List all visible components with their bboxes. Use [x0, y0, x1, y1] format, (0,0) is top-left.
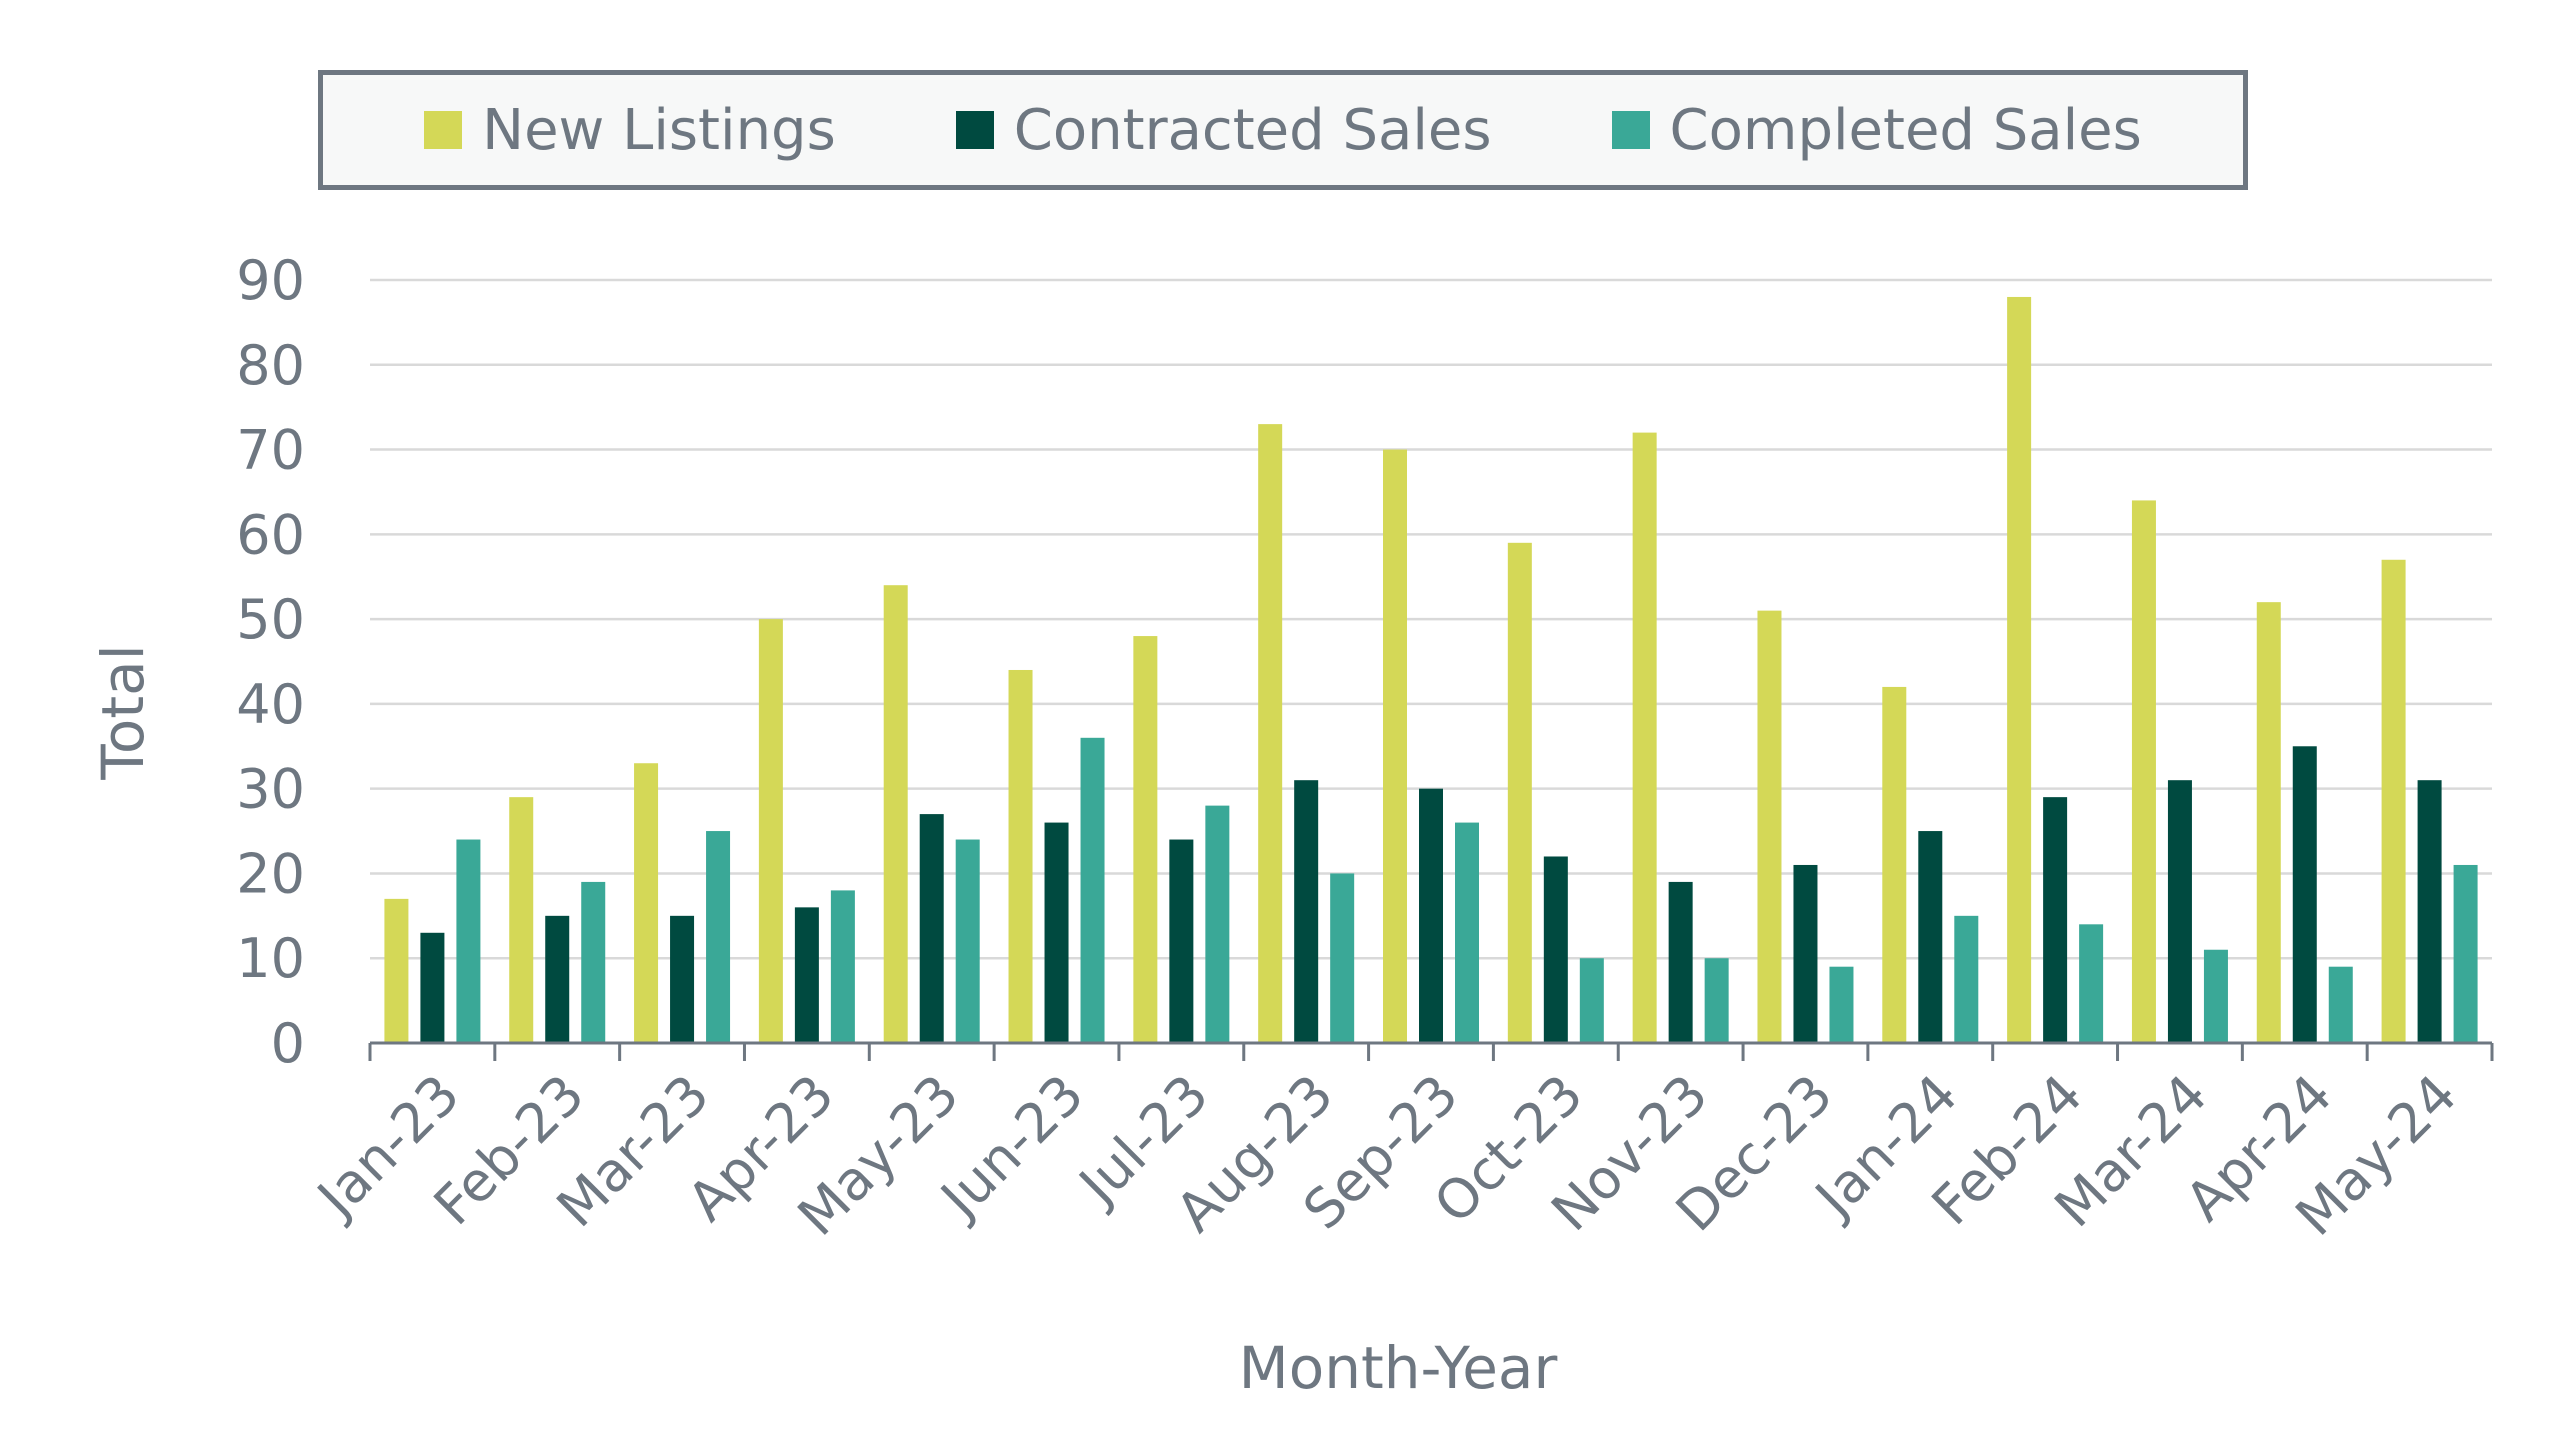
bar-contracted-sales	[1918, 831, 1943, 1043]
bar-new-listings	[1008, 669, 1033, 1043]
bar-completed-sales	[2203, 949, 2228, 1043]
bar-new-listings	[384, 898, 409, 1043]
bar-new-listings	[1383, 449, 1407, 1043]
bar-completed-sales	[1080, 737, 1105, 1043]
bar-new-listings	[1632, 432, 1657, 1044]
bar-new-listings	[2131, 500, 2156, 1043]
y-tick-label: 50	[236, 588, 305, 651]
bar-completed-sales	[955, 839, 980, 1043]
bar-contracted-sales	[1668, 881, 1693, 1043]
bar-completed-sales	[581, 881, 606, 1043]
legend-label-new-listings: New Listings	[482, 97, 836, 163]
bar-contracted-sales	[2043, 797, 2068, 1043]
chart-legend: New Listings Contracted Sales Completed …	[318, 70, 2248, 190]
bar-new-listings	[1882, 686, 1907, 1043]
y-tick-label: 90	[236, 249, 305, 312]
bar-new-listings	[1507, 542, 1532, 1043]
bar-contracted-sales	[1044, 822, 1069, 1043]
x-axis-label: Month-Year	[1239, 1334, 1558, 1402]
bar-completed-sales	[2079, 924, 2104, 1043]
y-tick-label: 10	[236, 927, 305, 990]
bar-contracted-sales	[545, 915, 570, 1043]
bar-contracted-sales	[794, 907, 819, 1043]
y-tick-label: 30	[236, 758, 305, 821]
bar-contracted-sales	[2417, 780, 2442, 1043]
y-tick-label: 40	[236, 673, 305, 736]
bar-new-listings	[2007, 296, 2032, 1043]
bar-contracted-sales	[1294, 780, 1319, 1043]
bar-new-listings	[1258, 424, 1283, 1044]
bar-new-listings	[2381, 559, 2406, 1043]
bar-completed-sales	[2453, 864, 2478, 1043]
bar-new-listings	[509, 797, 534, 1043]
bar-completed-sales	[706, 831, 731, 1043]
legend-swatch-new-listings	[424, 111, 463, 149]
x-tick-labels: Jan-23Feb-23Mar-23Apr-23May-23Jun-23Jul-…	[304, 1063, 2469, 1248]
bar-contracted-sales	[2167, 780, 2192, 1043]
bar-completed-sales	[830, 890, 855, 1043]
y-tick-labels: 0 10 20 30 40 50 60 70 80 90	[236, 249, 305, 1075]
x-tick-label: Jun-23	[927, 1063, 1096, 1232]
bar-completed-sales	[2328, 966, 2353, 1043]
y-tick-label: 80	[236, 334, 305, 397]
bar-completed-sales	[1330, 873, 1355, 1043]
bar-completed-sales	[1579, 958, 1604, 1043]
legend-swatch-completed-sales	[1611, 111, 1650, 149]
bar-contracted-sales	[1169, 839, 1194, 1043]
legend-item-completed-sales: Completed Sales	[1611, 97, 2142, 163]
bar-completed-sales	[1704, 958, 1729, 1043]
bar-contracted-sales	[919, 814, 944, 1043]
bar-contracted-sales	[1543, 856, 1568, 1043]
y-tick-label: 70	[236, 419, 305, 482]
bar-contracted-sales	[2292, 746, 2317, 1043]
bar-contracted-sales	[1419, 788, 1443, 1043]
bar-new-listings	[1133, 636, 1158, 1043]
bar-new-listings	[758, 619, 783, 1043]
bar-completed-sales	[1829, 966, 1854, 1043]
bar-completed-sales	[1455, 822, 1479, 1043]
bar-new-listings	[1757, 610, 1782, 1043]
legend-item-contracted-sales: Contracted Sales	[955, 97, 1492, 163]
legend-item-new-listings: New Listings	[424, 98, 836, 163]
bar-contracted-sales	[670, 915, 695, 1043]
legend-label-contracted-sales: Contracted Sales	[1013, 97, 1492, 163]
legend-label-completed-sales: Completed Sales	[1669, 97, 2142, 163]
bar-completed-sales	[1954, 915, 1979, 1043]
legend-swatch-contracted-sales	[955, 111, 994, 149]
y-tick-label: 20	[236, 842, 305, 905]
y-tick-label: 60	[236, 503, 305, 566]
bar-contracted-sales	[420, 932, 445, 1043]
bar-new-listings	[2256, 602, 2281, 1043]
axes	[368, 1041, 2494, 1061]
bar-new-listings	[634, 763, 659, 1043]
y-axis-label: Total	[89, 644, 157, 780]
bar-completed-sales	[1205, 805, 1230, 1043]
bar-contracted-sales	[1793, 864, 1818, 1043]
bars	[384, 296, 2478, 1044]
bar-new-listings	[883, 585, 908, 1043]
bar-completed-sales	[456, 839, 481, 1043]
y-tick-label: 0	[271, 1012, 305, 1075]
